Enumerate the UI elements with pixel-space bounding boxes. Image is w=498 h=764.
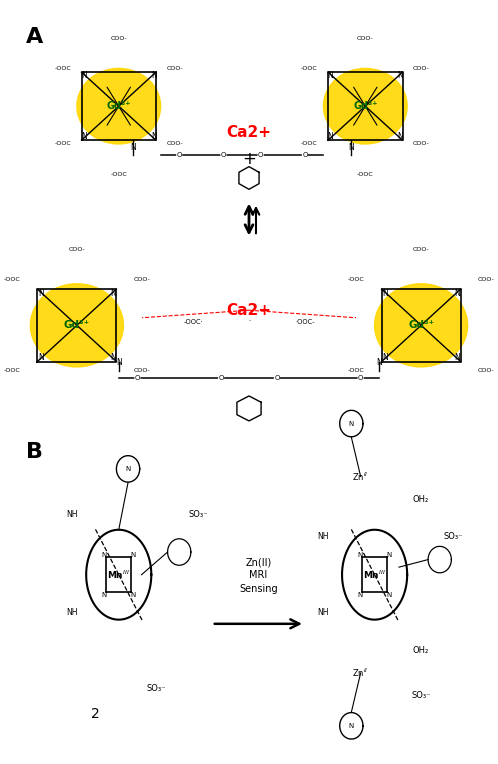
Text: Gd³⁺: Gd³⁺ — [353, 101, 377, 112]
Text: -OOC: -OOC — [357, 172, 374, 176]
Text: -OOC: -OOC — [3, 368, 20, 373]
Text: COO-: COO- — [133, 368, 150, 373]
Text: Gd³⁺: Gd³⁺ — [107, 101, 131, 112]
Text: COO-: COO- — [357, 36, 374, 40]
Text: A: A — [26, 27, 43, 47]
Text: COO-: COO- — [413, 66, 429, 71]
Text: +: + — [242, 150, 256, 168]
Text: O: O — [258, 152, 263, 158]
Text: -OOC: -OOC — [111, 172, 127, 176]
Text: N: N — [386, 591, 391, 597]
Text: OH₂: OH₂ — [413, 646, 429, 655]
Text: ·: · — [248, 319, 250, 325]
Text: COO-: COO- — [166, 66, 183, 71]
Text: Zn(II)
MRI
Sensing: Zn(II) MRI Sensing — [239, 557, 277, 594]
Text: N: N — [358, 591, 363, 597]
Text: N: N — [454, 352, 460, 361]
Text: Gd³⁺: Gd³⁺ — [408, 320, 434, 330]
Text: -OOC: -OOC — [55, 66, 71, 71]
Text: O: O — [302, 152, 307, 158]
Text: N: N — [349, 420, 354, 426]
Text: N: N — [130, 143, 135, 151]
Text: N: N — [102, 591, 107, 597]
Text: N: N — [110, 289, 116, 298]
Text: O: O — [221, 152, 226, 158]
Text: O: O — [176, 152, 182, 158]
Text: NH: NH — [66, 510, 78, 519]
Text: 2: 2 — [91, 707, 100, 721]
Text: N: N — [81, 132, 87, 141]
Text: COO-: COO- — [69, 248, 85, 252]
Text: NH: NH — [66, 608, 78, 617]
Text: N: N — [382, 352, 388, 361]
Text: Mn$^{III}$: Mn$^{III}$ — [363, 568, 386, 581]
Text: N: N — [110, 352, 116, 361]
Text: OH₂: OH₂ — [413, 494, 429, 503]
Ellipse shape — [30, 283, 124, 367]
Text: COO-: COO- — [133, 277, 150, 283]
Text: N: N — [125, 466, 130, 472]
Text: -OOC: -OOC — [348, 368, 365, 373]
Text: N: N — [38, 352, 44, 361]
Text: N: N — [349, 723, 354, 729]
Text: COO-: COO- — [478, 277, 495, 283]
Text: N: N — [328, 132, 333, 141]
Text: SO₃⁻: SO₃⁻ — [411, 691, 431, 700]
Text: N: N — [102, 552, 107, 558]
Text: -OOC: -OOC — [3, 277, 20, 283]
Text: COO-: COO- — [413, 248, 429, 252]
Text: N: N — [38, 289, 44, 298]
Text: N: N — [130, 552, 136, 558]
Text: Gd³⁺: Gd³⁺ — [64, 320, 90, 330]
Text: COO-: COO- — [413, 141, 429, 147]
Text: SO₃⁻: SO₃⁻ — [188, 510, 208, 519]
Text: COO-: COO- — [478, 368, 495, 373]
Ellipse shape — [77, 69, 161, 144]
Text: NH: NH — [318, 608, 329, 617]
Text: O: O — [134, 375, 140, 381]
Text: -OOC: -OOC — [301, 141, 318, 147]
Text: N: N — [454, 289, 460, 298]
Text: Ca2+: Ca2+ — [227, 303, 271, 318]
Ellipse shape — [323, 69, 407, 144]
Text: SO₃⁻: SO₃⁻ — [146, 684, 166, 692]
Text: Zn$^{II}$: Zn$^{II}$ — [353, 471, 369, 483]
Text: N: N — [349, 143, 354, 151]
Text: Mn$^{III}$: Mn$^{III}$ — [107, 568, 130, 581]
Text: N: N — [358, 552, 363, 558]
Text: SO₃⁻: SO₃⁻ — [444, 533, 464, 542]
Text: O: O — [219, 375, 224, 381]
Ellipse shape — [374, 283, 468, 367]
Text: NH: NH — [318, 533, 329, 542]
Text: -OOC: -OOC — [348, 277, 365, 283]
Text: N: N — [151, 72, 156, 80]
Text: Zn$^{II}$: Zn$^{II}$ — [353, 667, 369, 679]
Text: N: N — [328, 72, 333, 80]
Text: N: N — [382, 289, 388, 298]
Text: N: N — [386, 552, 391, 558]
Text: -OOC: -OOC — [301, 66, 318, 71]
Text: ·OOC-: ·OOC- — [295, 319, 315, 325]
Text: N: N — [397, 72, 403, 80]
Text: O: O — [274, 375, 279, 381]
Text: N: N — [397, 132, 403, 141]
Text: -OOC: -OOC — [55, 141, 71, 147]
Text: COO-: COO- — [166, 141, 183, 147]
Text: B: B — [26, 442, 43, 462]
Text: N: N — [130, 591, 136, 597]
Text: O: O — [358, 375, 364, 381]
Text: COO-: COO- — [111, 36, 127, 40]
Text: N: N — [376, 358, 382, 367]
Text: N: N — [81, 72, 87, 80]
Text: -OOC·: -OOC· — [183, 319, 203, 325]
Text: Ca2+: Ca2+ — [227, 125, 271, 140]
Text: N: N — [151, 132, 156, 141]
Text: N: N — [116, 358, 122, 367]
